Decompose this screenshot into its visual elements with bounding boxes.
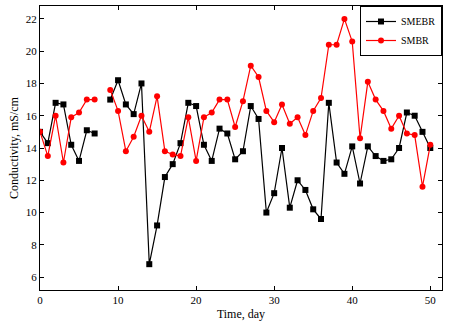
svg-text:50: 50: [425, 294, 437, 306]
svg-text:10: 10: [113, 294, 125, 306]
svg-text:30: 30: [269, 294, 281, 306]
svg-text:SMBR: SMBR: [401, 35, 429, 46]
svg-text:12: 12: [26, 174, 37, 186]
svg-text:40: 40: [347, 294, 359, 306]
svg-text:16: 16: [26, 110, 38, 122]
svg-text:Time, day: Time, day: [217, 307, 265, 321]
svg-text:10: 10: [26, 206, 38, 218]
svg-text:Conductivity, mS/cm: Conductivity, mS/cm: [7, 96, 21, 199]
svg-text:18: 18: [26, 77, 38, 89]
svg-text:22: 22: [26, 13, 37, 25]
svg-text:SMEBR: SMEBR: [401, 16, 435, 27]
svg-text:20: 20: [191, 294, 203, 306]
svg-text:0: 0: [37, 294, 43, 306]
svg-text:14: 14: [26, 142, 38, 154]
svg-text:6: 6: [31, 271, 37, 283]
svg-text:8: 8: [31, 239, 37, 251]
svg-text:20: 20: [26, 45, 38, 57]
